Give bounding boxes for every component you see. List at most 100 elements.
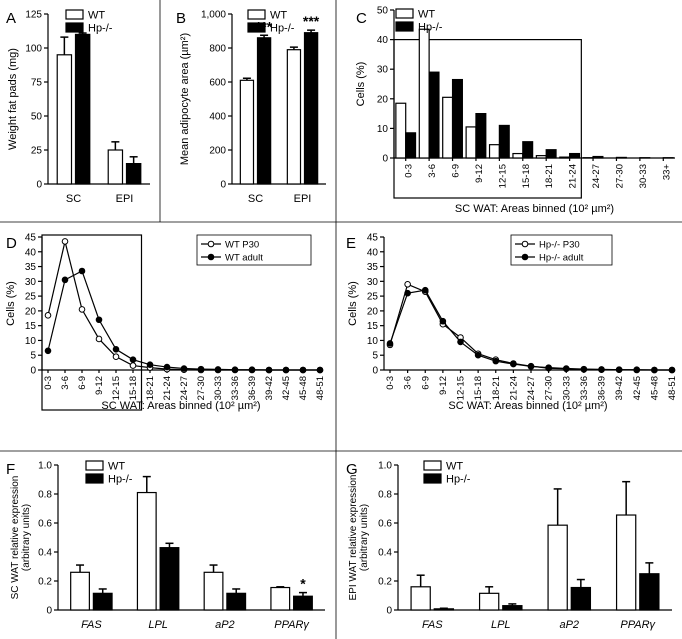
panel-label-c: C — [356, 10, 367, 27]
y-tick-label-c: 40 — [377, 35, 389, 46]
bar-f — [92, 592, 113, 611]
x-tick-label-d: 30-33 — [213, 376, 224, 400]
legend-swatch-f — [85, 473, 104, 484]
y-tick-label-e: 5 — [372, 351, 378, 362]
legend-label-d: WT adult — [225, 253, 263, 264]
data-point-d — [44, 347, 52, 355]
data-point-d — [95, 316, 103, 324]
x-tick-label-d: 18-21 — [145, 376, 156, 400]
x-tick-label-d: 21-24 — [162, 376, 173, 400]
bar-g — [639, 573, 660, 611]
panel-c: C 0 10 20 30 40 50 Cells (%) 0-3 3-6 6-9 9-12 12-15 1… — [355, 6, 675, 215]
data-point-e — [580, 365, 588, 373]
y-tick-label-a: 125 — [25, 10, 42, 21]
bar-g — [570, 586, 592, 611]
x-tick-label-d: 6-9 — [77, 376, 88, 390]
y-tick-label-f: 0.8 — [38, 490, 52, 501]
legend-swatch-g — [423, 460, 442, 471]
y-tick-label-e: 35 — [367, 262, 379, 273]
y-tick-label-b: 800 — [209, 44, 226, 55]
x-tick-label-e: 3-6 — [403, 376, 414, 390]
y-axis-label-f: (arbitrary units) — [21, 504, 32, 571]
significance-mark-b: *** — [303, 13, 320, 29]
bar-c — [451, 78, 463, 159]
legend-label-f: WT — [108, 461, 125, 473]
x-tick-label-d: 9-12 — [94, 376, 105, 395]
data-point-d — [112, 346, 120, 353]
y-tick-label-f: 0.6 — [38, 519, 52, 530]
y-tick-label-e: 45 — [367, 233, 379, 244]
x-tick-label-c: 21-24 — [568, 164, 579, 188]
x-tick-label-c: 9-12 — [474, 164, 485, 183]
bar-a — [125, 163, 142, 185]
y-tick-label-e: 20 — [367, 306, 379, 317]
bar-c — [475, 112, 487, 159]
y-axis-label-g: EPI WAT relative expression — [348, 475, 359, 601]
y-axis-label-g: (arbitrary units) — [359, 504, 370, 571]
legend-swatch-a — [65, 9, 84, 20]
x-tick-label-e: 45-48 — [649, 376, 660, 400]
bar-g — [410, 586, 431, 611]
x-tick-label-e: 21-24 — [508, 376, 519, 400]
x-tick-label-f: FAS — [81, 619, 102, 631]
panel-label-e: E — [346, 235, 356, 252]
bar-c — [522, 141, 534, 159]
data-point-d — [112, 353, 120, 361]
legend-label-d: WT P30 — [225, 240, 259, 251]
x-tick-label-c: 30-33 — [638, 164, 649, 188]
legend-swatch-f — [85, 460, 104, 471]
y-tick-label-f: 0.4 — [38, 548, 52, 559]
x-tick-label-f: aP2 — [215, 619, 235, 631]
y-tick-label-e: 30 — [367, 277, 379, 288]
bar-c — [488, 144, 500, 159]
legend-swatch-a — [65, 22, 84, 33]
data-point-e — [545, 364, 552, 371]
x-axis-label-e: SC WAT: Areas binned (10² µm²) — [448, 400, 607, 412]
bar-c — [428, 71, 440, 159]
legend-label-g: WT — [446, 461, 463, 473]
y-tick-label-d: 25 — [25, 292, 37, 303]
bar-a — [56, 54, 73, 185]
legend-marker-e — [521, 253, 529, 261]
y-tick-label-e: 40 — [367, 247, 379, 258]
y-tick-label-d: 10 — [25, 336, 37, 347]
panel-label-d: D — [6, 235, 17, 252]
data-point-d — [299, 366, 307, 374]
y-tick-label-d: 5 — [30, 351, 36, 362]
y-tick-label-g: 0.2 — [378, 577, 392, 588]
data-point-d — [248, 366, 256, 374]
x-tick-label-e: 12-15 — [456, 376, 467, 400]
bar-c — [418, 28, 430, 159]
data-point-e — [439, 317, 447, 325]
legend-swatch-b — [247, 22, 266, 33]
x-tick-label-a: EPI — [116, 193, 134, 205]
bar-f — [70, 571, 90, 611]
panel-label-a: A — [6, 10, 16, 27]
x-tick-label-c: 6-9 — [451, 164, 462, 178]
bar-f — [159, 547, 180, 611]
panel-e: E 0 5 10 15 20 25 30 35 40 45 Cells (%) 0-3 3-6 6-9 9-1… — [346, 233, 678, 413]
panel-label-f: F — [6, 461, 15, 478]
data-point-d — [231, 366, 239, 374]
x-tick-label-a: SC — [66, 193, 81, 205]
x-tick-label-c: 27-30 — [614, 164, 625, 188]
legend-swatch-c — [395, 8, 414, 19]
data-point-d — [197, 365, 205, 373]
bar-f — [203, 571, 224, 611]
data-point-e — [457, 338, 464, 346]
x-tick-label-e: 30-33 — [561, 376, 572, 400]
bar-c — [545, 149, 557, 159]
x-tick-label-d: 33-36 — [230, 376, 241, 400]
x-tick-label-f: PPARγ — [274, 619, 310, 631]
x-tick-label-e: 9-12 — [438, 376, 449, 395]
data-point-d — [78, 306, 86, 313]
panel-label-b: B — [176, 10, 186, 27]
legend-label-b: Hp-/- — [270, 23, 295, 35]
y-tick-label-e: 10 — [367, 336, 379, 347]
legend-swatch-b — [247, 9, 266, 20]
x-tick-label-d: 27-30 — [196, 376, 207, 400]
y-tick-label-c: 10 — [377, 124, 389, 135]
bar-c — [405, 132, 417, 159]
